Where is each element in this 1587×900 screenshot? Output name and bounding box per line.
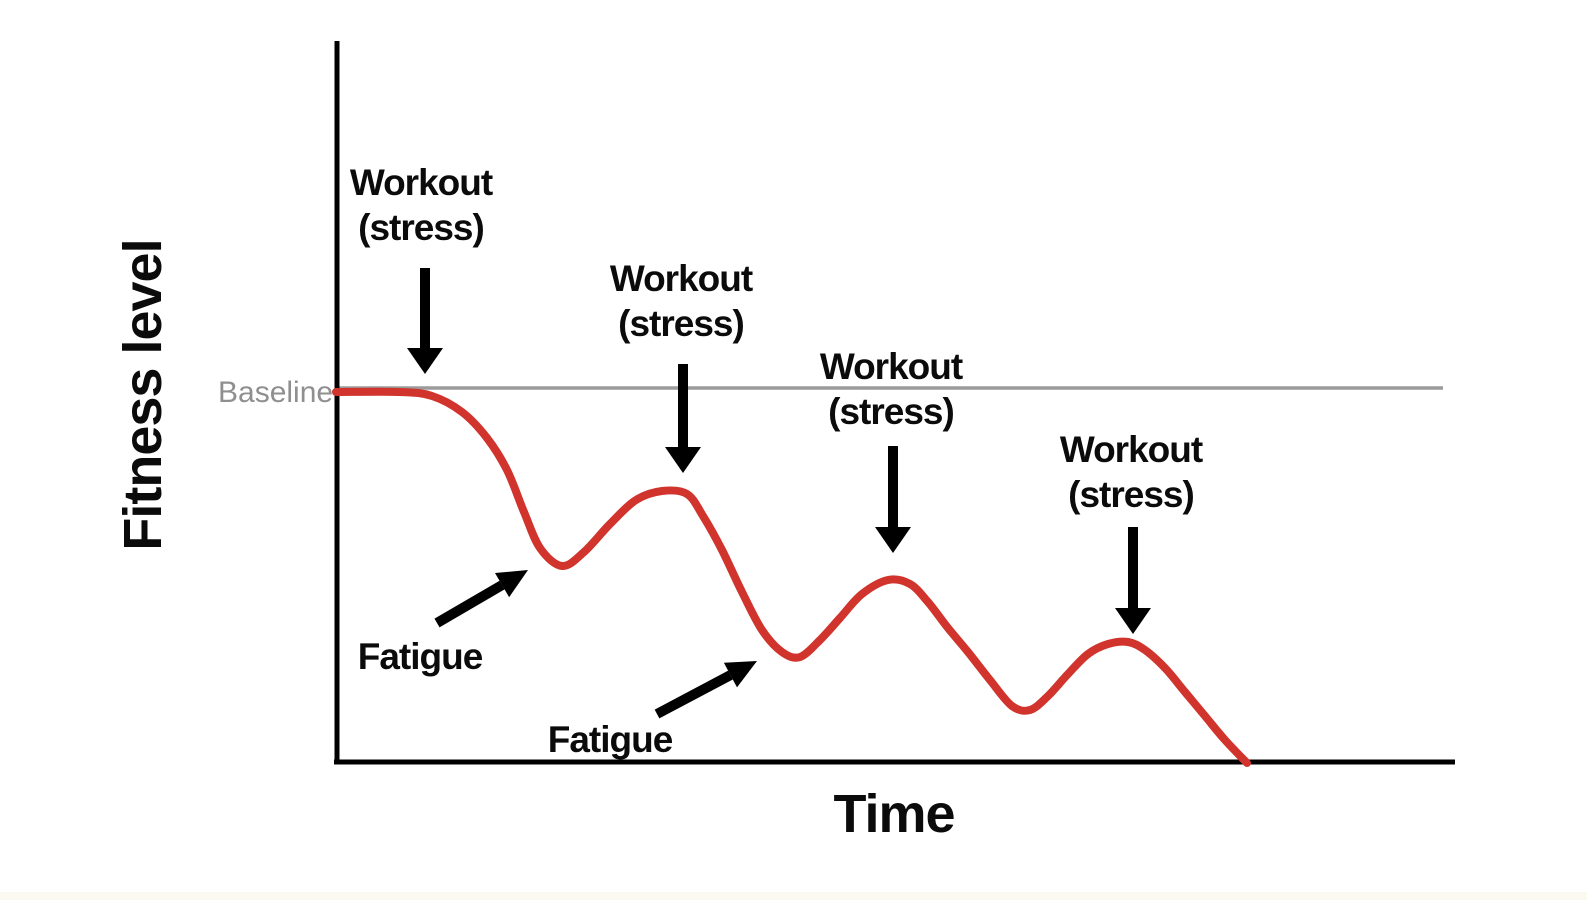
fatigue-annotation-2: Fatigue: [547, 719, 674, 760]
fatigue-arrow-1-shaft: [434, 580, 505, 628]
workout-annotation-2-line1: Workout: [609, 258, 753, 299]
workout-annotation-1-line2: (stress): [358, 207, 485, 248]
y-axis-label: Fitness level: [113, 239, 173, 551]
baseline-label: Baseline: [218, 376, 334, 409]
fitness-curve: [332, 387, 1251, 767]
workout-annotation-4-line1: Workout: [1059, 429, 1203, 470]
fatigue-arrow-1-head: [495, 570, 528, 598]
workout-arrow-2-head: [665, 447, 701, 473]
fatigue-arrow-2-shaft: [654, 670, 733, 719]
workout-annotation-3-line2: (stress): [828, 391, 955, 432]
workout-annotation-3: Workout (stress): [819, 344, 963, 434]
workout-arrow-1-head: [407, 348, 443, 374]
workout-annotation-1: Workout (stress): [349, 160, 493, 250]
fatigue-annotation-1: Fatigue: [357, 636, 484, 677]
x-axis-label: Time: [833, 784, 955, 844]
workout-annotation-4-line2: (stress): [1068, 474, 1195, 515]
workout-annotation-2-line2: (stress): [618, 303, 745, 344]
workout-annotation-1-line1: Workout: [349, 162, 493, 203]
workout-annotation-2: Workout (stress): [609, 256, 753, 346]
bottom-edge-strip: [0, 892, 1587, 900]
workout-arrow-3-head: [875, 527, 911, 553]
workout-annotation-3-line1: Workout: [819, 346, 963, 387]
fatigue-arrow-2-head: [723, 661, 757, 688]
workout-annotation-4: Workout (stress): [1059, 427, 1203, 517]
workout-arrow-4-head: [1115, 608, 1151, 634]
